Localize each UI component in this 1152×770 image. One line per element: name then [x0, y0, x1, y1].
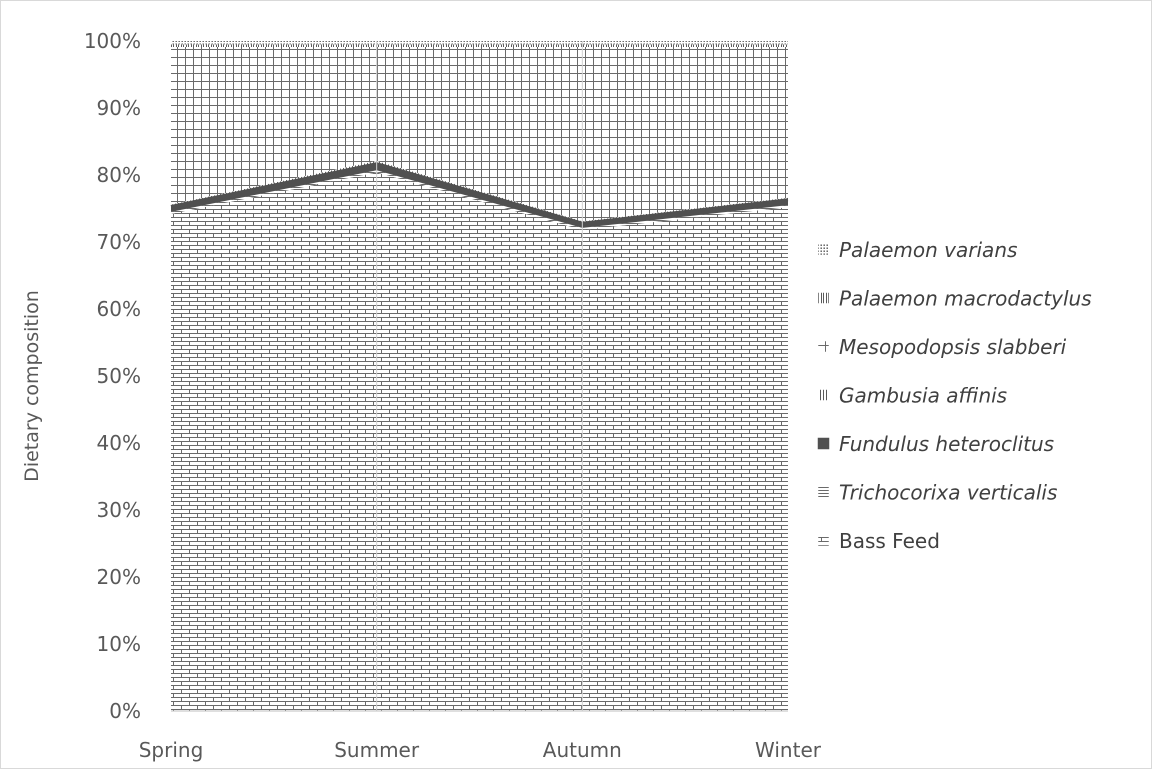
- legend: Palaemon varians Palaemon macrodactylus Me…: [817, 238, 1092, 553]
- y-tick-label: 20%: [97, 565, 141, 589]
- legend-label: Trichocorixa verticalis: [839, 481, 1057, 505]
- legend-item-trichocorixa-verticalis: Trichocorixa verticalis: [817, 481, 1057, 505]
- legend-label: Gambusia affinis: [839, 384, 1007, 408]
- legend-item-fundulus-heteroclitus: Fundulus heteroclitus: [817, 432, 1054, 456]
- legend-item-mesopodopsis-slabberi: Mesopodopsis slabberi: [817, 335, 1067, 359]
- y-tick-label: 10%: [97, 632, 141, 656]
- legend-swatch: [817, 292, 830, 304]
- x-tick-label: Summer: [334, 738, 420, 762]
- area-trichocorixa-verticalis: [171, 170, 788, 230]
- area-fundulus-heteroclitus: [171, 163, 788, 228]
- y-tick-label: 40%: [97, 431, 141, 455]
- y-tick-label: 70%: [97, 230, 141, 254]
- area-palaemon-varians: [171, 41, 788, 45]
- y-tick-labels: 0% 10% 20% 30% 40% 50% 60% 70% 80% 90% 100%: [84, 29, 141, 723]
- legend-label: Fundulus heteroclitus: [839, 432, 1054, 456]
- area-palaemon-macrodactylus: [171, 44, 788, 48]
- legend-label: Palaemon macrodactylus: [839, 287, 1092, 311]
- y-tick-label: 50%: [97, 364, 141, 388]
- y-tick-label: 60%: [97, 297, 141, 321]
- area-bass-feed: [171, 172, 788, 711]
- legend-label: Bass Feed: [839, 529, 940, 553]
- x-tick-labels: Spring Summer Autumn Winter: [139, 738, 822, 762]
- legend-swatch: [817, 437, 830, 450]
- y-tick-label: 30%: [97, 498, 141, 522]
- y-tick-label: 80%: [97, 163, 141, 187]
- areas-layer: [170, 41, 789, 711]
- x-tick-label: Winter: [755, 738, 822, 762]
- legend-label: Mesopodopsis slabberi: [839, 335, 1067, 359]
- area-mesopodopsis-slabberi: [171, 47, 788, 222]
- legend-swatch: [817, 243, 830, 256]
- legend-swatch: [817, 340, 830, 353]
- legend-item-gambusia-affinis: Gambusia affinis: [817, 384, 1007, 408]
- legend-swatch: [817, 486, 830, 498]
- legend-item-palaemon-varians: Palaemon varians: [817, 238, 1017, 262]
- x-tick-label: Autumn: [543, 738, 622, 762]
- y-tick-label: 0%: [109, 699, 141, 723]
- y-tick-label: 90%: [97, 96, 141, 120]
- x-tick-label: Spring: [139, 738, 204, 762]
- legend-swatch: [817, 389, 830, 401]
- legend-item-bass-feed: Bass Feed: [817, 529, 940, 553]
- legend-swatch: [817, 534, 830, 547]
- legend-item-palaemon-macrodactylus: Palaemon macrodactylus: [817, 287, 1092, 311]
- legend-label: Palaemon varians: [839, 238, 1017, 262]
- y-axis-title: Dietary composition: [21, 290, 43, 482]
- band-edge-line: [170, 162, 789, 225]
- y-tick-label: 100%: [84, 29, 141, 53]
